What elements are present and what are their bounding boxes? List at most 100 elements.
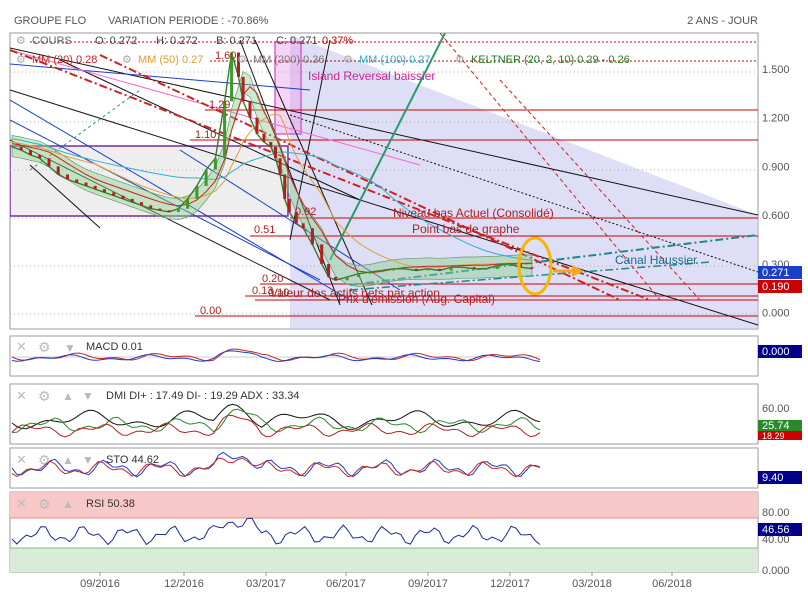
mm100-label: MM (100) 0.27 [359,54,431,66]
sto-d-line [11,457,541,478]
level-051: 0.51 [254,224,275,236]
variation-text: VARIATION PERIODE : -70.86% [108,15,269,27]
level-020: 0.20 [262,273,283,285]
candle [391,268,395,271]
dmi-down-icon[interactable]: ▼ [82,389,94,403]
dmi-gear-icon[interactable]: ⚙ [38,388,51,404]
macd-signal-line [11,350,541,362]
high-value: H: 0.272 [156,35,198,47]
candle [310,228,314,245]
candle [47,158,51,167]
rsi-gear-icon[interactable]: ⚙ [38,496,51,512]
candle [287,198,291,212]
rsi-line [11,517,541,546]
candle [130,198,134,203]
point-bas-label: Point bas de graphe [412,222,520,236]
dmi-plus-tag [758,420,802,431]
candle [449,267,453,271]
macd-close-icon[interactable]: ✕ [16,339,27,354]
candle [204,169,208,186]
x-tick-label: 12/2016 [164,578,204,590]
macd-gear-icon[interactable]: ⚙ [38,339,51,355]
candle [438,268,442,271]
candle [248,101,252,118]
open-value: O: 0.272 [95,35,137,47]
y-tick-label: 0.600 [762,210,790,222]
x-tick-label: 12/2017 [490,578,530,590]
macd-title: MACD 0.01 [86,341,143,353]
rsi-overbought-zone [10,492,758,518]
candle [139,202,143,206]
valeur-actifs-label: Valeur des actifs nets par action [270,286,440,300]
x-tick-label: 06/2017 [326,578,366,590]
macd-value-tag [758,345,802,358]
mm200-label: MM (200) 0.36 [253,54,325,66]
mm200-gear-icon[interactable]: ⚙ [237,54,247,66]
candle [213,158,217,170]
adx-line [11,403,541,430]
level-110: 1.10 [195,129,216,141]
candle [262,133,266,142]
x-axis: 09/2016 12/2016 03/2017 06/2017 09/2017 12/20… [80,572,692,590]
prix-emission-label: Prix d'émission (Aug. Capital) [338,292,495,306]
y-tick-label: 1.200 [762,113,790,125]
legend-row-1: ⚙ COURS O: 0.272 H: 0.272 B: 0.271 C: 0.… [16,35,353,47]
dmi-plus-text: 25.74 [762,420,790,432]
dmi-panel: ✕ ⚙ ▲ ▼ DMI DI+ : 17.49 DI- : 19.29 ADX … [9,383,802,445]
sto-down-icon[interactable]: ▼ [82,453,94,467]
level-129: 1.29 [209,99,230,111]
candles [19,52,534,281]
candle [158,208,162,211]
level-013: 0.13 [252,285,273,297]
candle [84,182,88,186]
candle [93,185,97,190]
dmi-minus-text: 18.29 [762,431,785,441]
candle [230,52,234,102]
keltner-gear-icon[interactable]: ⚙ [455,54,465,66]
di-minus-line [11,414,541,438]
rsi-title: RSI 50.38 [86,498,135,510]
dmi-up-icon[interactable]: ▲ [62,389,74,403]
candle [327,263,331,277]
mm20-label: MM (20) 0.28 [32,54,97,66]
candle [223,101,227,159]
company-name: GROUPE FLO [14,15,87,27]
dmi-close-icon[interactable]: ✕ [16,388,27,403]
candle [283,174,287,199]
candle [121,195,125,199]
rsi-close-icon[interactable]: ✕ [16,496,27,511]
sto-close-icon[interactable]: ✕ [16,452,27,467]
candle [403,268,407,270]
mm20-gear-icon[interactable]: ⚙ [16,54,26,66]
candle [357,273,361,277]
sto-up-icon[interactable]: ▲ [62,453,74,467]
period-text: 2 ANS - JOUR [687,15,758,27]
cours-gear-icon[interactable]: ⚙ [16,35,26,47]
candle [301,223,305,229]
rsi-value-tag [758,523,802,536]
ma200-line [11,138,533,262]
low-value: B: 0.271 [216,35,257,47]
x-tick-label: 09/2016 [80,578,120,590]
mm100-gear-icon[interactable]: ⚙ [343,54,353,66]
level-092: 0.92 [295,206,316,218]
mm50-label: MM (50) 0.27 [138,54,203,66]
candle [484,268,488,270]
macd-down-icon[interactable]: ▼ [64,341,76,355]
mm50-gear-icon[interactable]: ⚙ [122,54,132,66]
di-plus-line [11,408,541,434]
x-tick-label: 06/2018 [652,578,692,590]
candle [255,117,259,134]
candle [320,244,324,264]
candle [472,267,476,269]
level-160: 1.60 [215,50,236,62]
change-value: 0.37% [322,35,353,47]
candle [167,210,171,212]
ma20-line [11,85,532,274]
sto-value-tag [758,471,802,484]
candle [149,205,153,209]
candle [66,174,69,180]
candle [186,198,190,209]
rsi-up-icon[interactable]: ▲ [62,497,74,511]
